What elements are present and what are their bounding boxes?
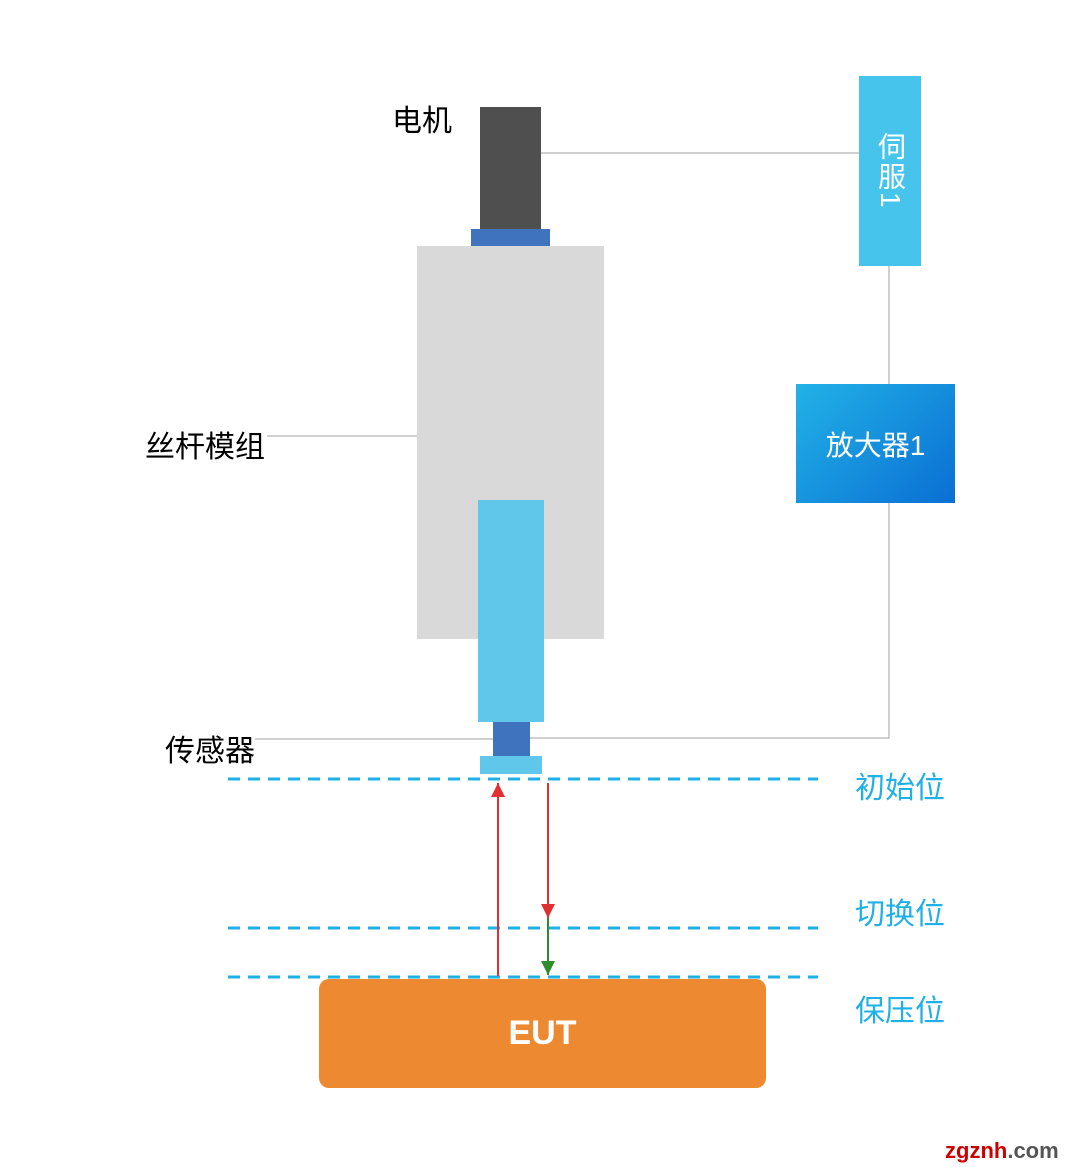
initial-pos-label: 初始位 [855,763,945,807]
hold-pos-label: 保压位 [855,986,945,1030]
sensor-cap [480,756,542,774]
amplifier-block: 放大器1 [796,384,955,503]
sensor-label: 传感器 [165,726,255,770]
watermark-right: .com [1007,1138,1058,1163]
servo-label: 伺服1 [870,132,910,210]
eut-block: EUT [319,979,766,1088]
watermark: zgznh.com [945,1138,1059,1164]
motor-label: 电机 [392,96,452,140]
eut-label: EUT [509,1014,577,1053]
motor-base [471,229,550,246]
motor-block [480,107,541,230]
servo-block: 伺服1 [859,76,921,266]
screw-module-label: 丝杆模组 [145,422,265,466]
watermark-left: zgznh [945,1138,1007,1163]
amplifier-label: 放大器1 [826,424,926,464]
diagram-stage: 伺服1 放大器1 EUT 电机 丝杆模组 传感器 初始位 切换位 保压位 zgz… [0,0,1080,1167]
press-rod [478,500,544,722]
switch-pos-label: 切换位 [855,889,945,933]
sensor-block [493,722,530,756]
